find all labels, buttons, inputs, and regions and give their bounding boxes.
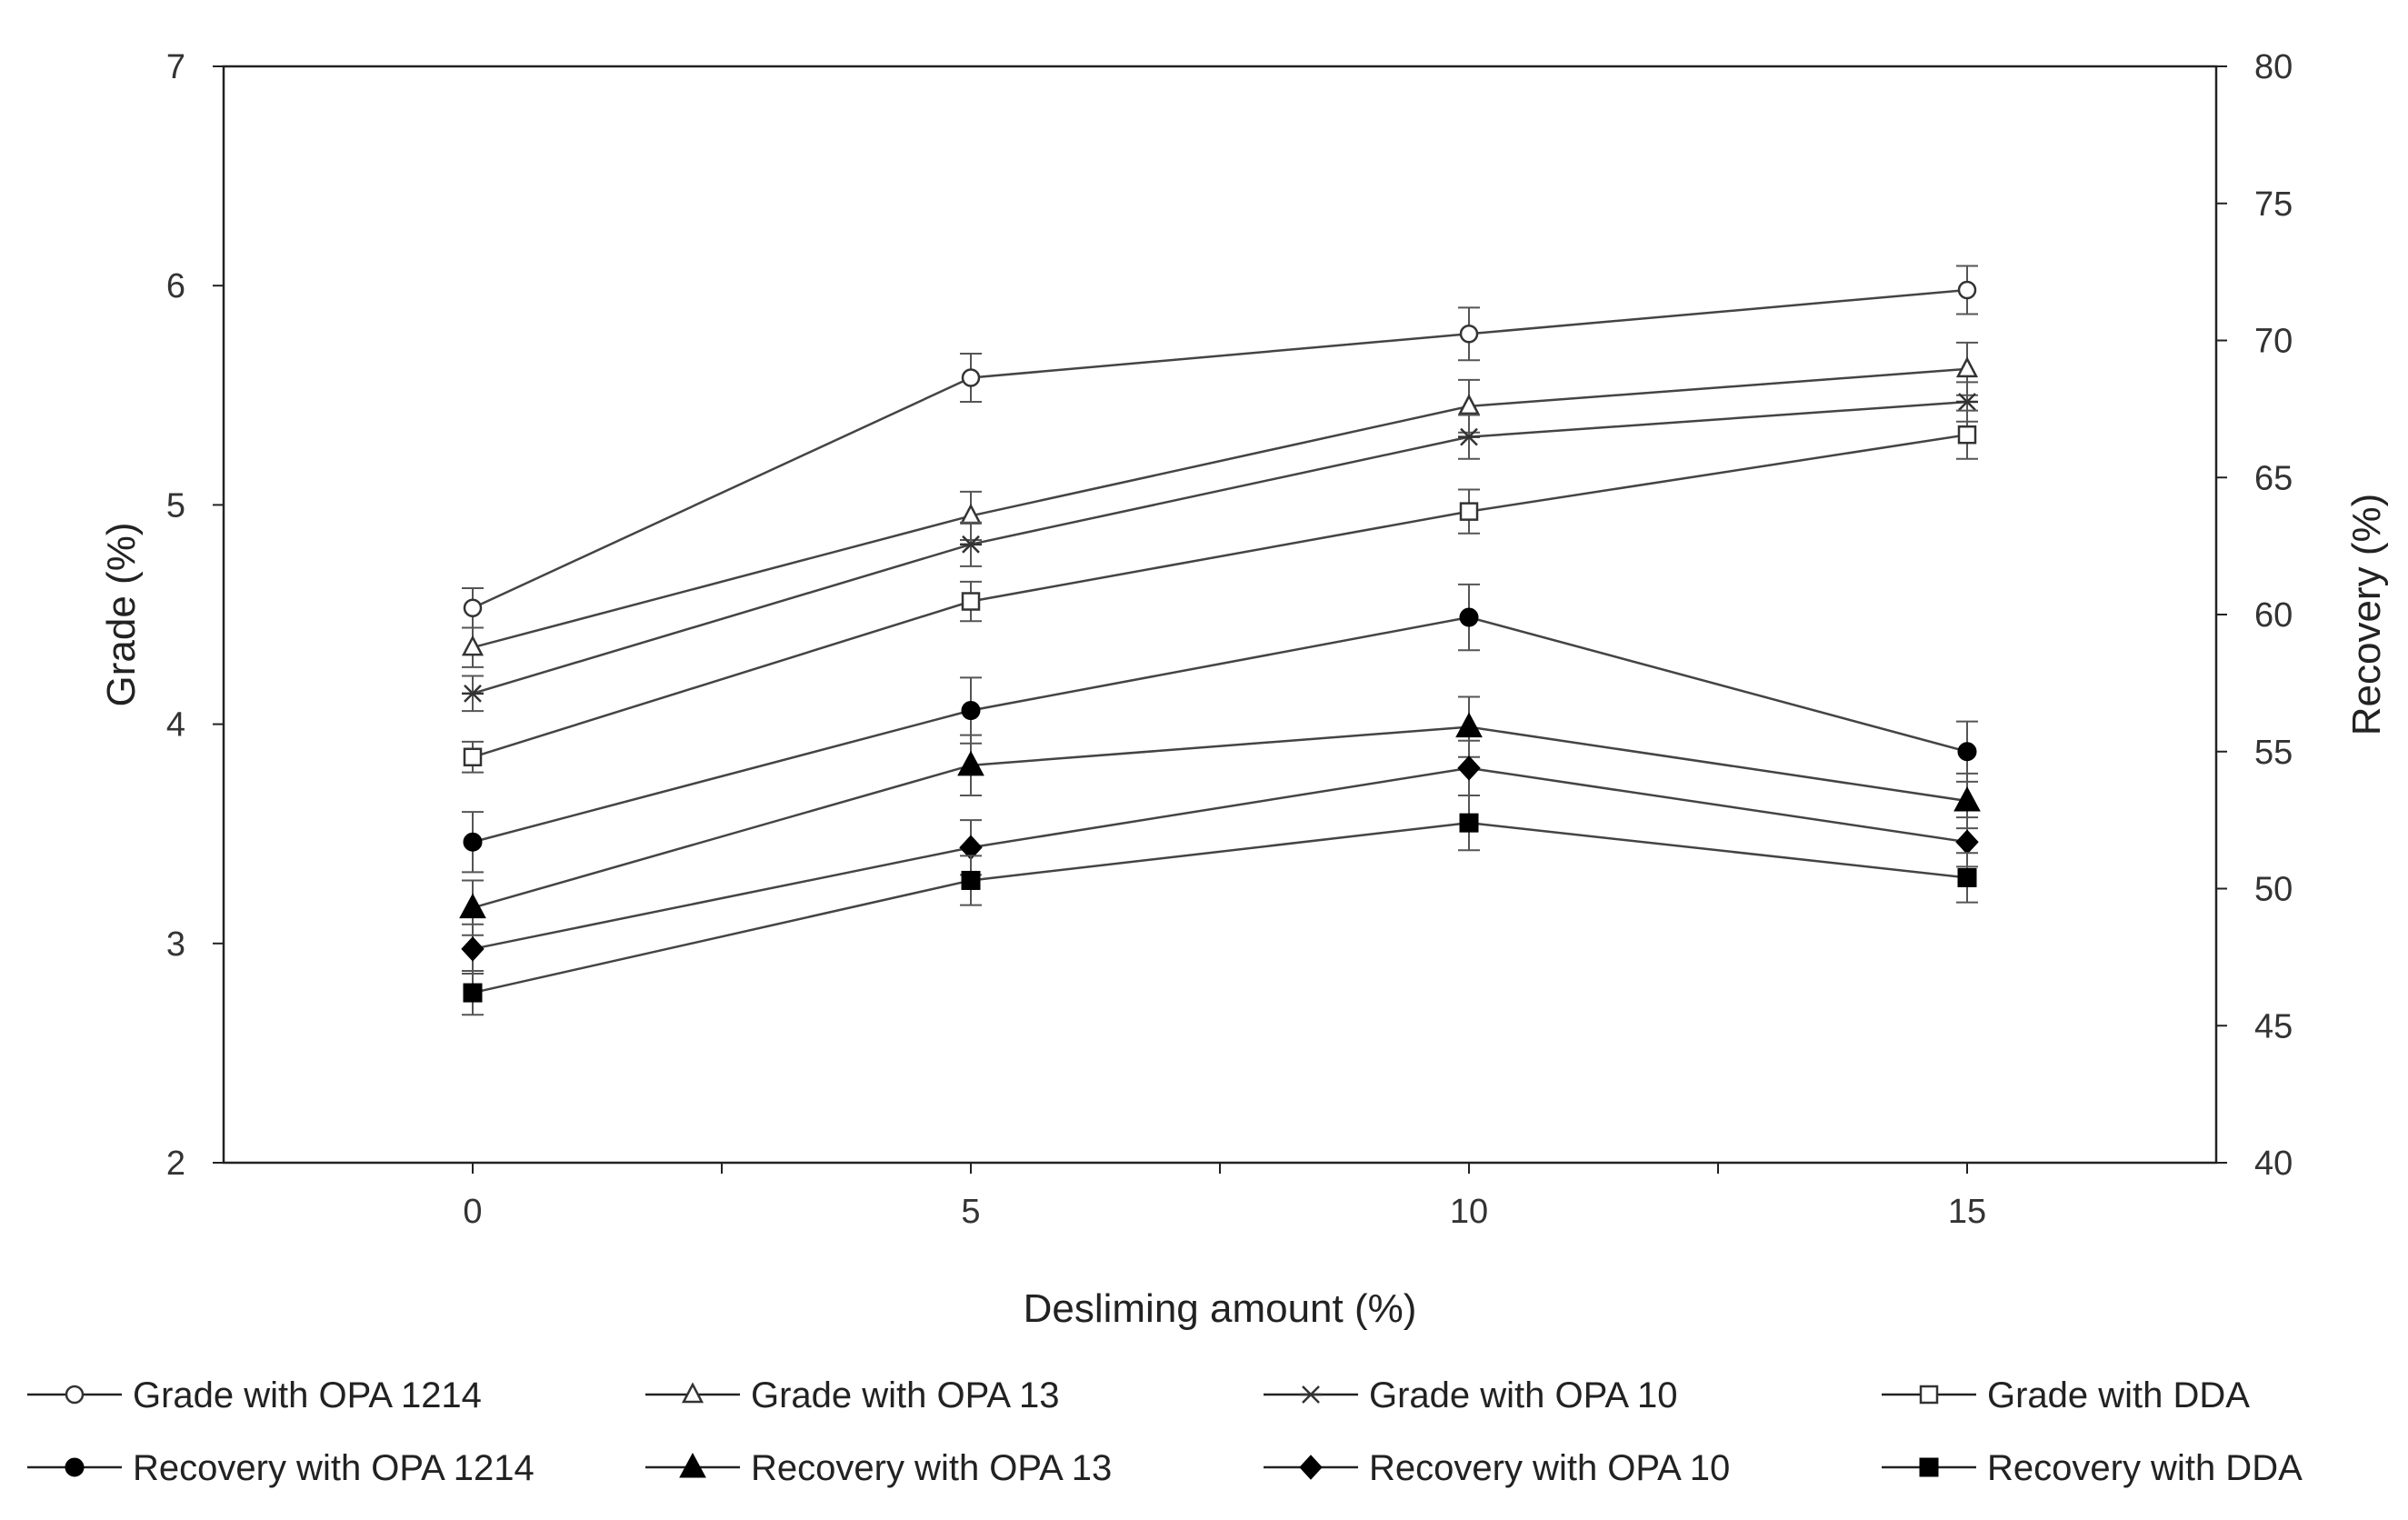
legend-label: Grade with OPA 1214 [133,1375,482,1415]
series-line [472,821,1968,995]
legend-marker [681,1382,704,1404]
y-tick-label: 4 [166,706,185,745]
legend-item: Grade with OPA 1214 [27,1375,482,1415]
legend-marker [65,1385,85,1405]
legend-item: Recovery with OPA 10 [1264,1448,1730,1488]
y2-axis-title: Recovery (%) [2344,494,2389,736]
legend-marker [1300,1385,1322,1404]
data-point [961,592,981,611]
data-point [1957,742,1977,762]
series-line [472,288,1968,609]
legend-marker [65,1457,85,1477]
series-line [472,725,1968,909]
data-point [461,936,485,962]
data-point [1459,813,1479,833]
data-point [961,701,981,721]
y2-tick-label: 70 [2254,323,2293,361]
y2-tick-label: 80 [2254,48,2293,86]
y2-tick-label: 60 [2254,596,2293,635]
series-line [472,433,1968,758]
legend-label: Recovery with OPA 10 [1369,1448,1730,1488]
legend-item: Recovery with DDA [1882,1448,2303,1488]
series-6 [459,695,1981,936]
data-point [1957,425,1977,445]
y-tick-label: 7 [166,48,185,86]
y-tick-label: 2 [166,1145,185,1183]
x-tick-label: 10 [1450,1193,1488,1231]
y-tick-label: 3 [166,925,185,964]
x-axis-title: Desliming amount (%) [1024,1286,1417,1331]
legend-marker [1299,1455,1323,1480]
data-point [459,893,486,919]
series-line [472,615,1968,844]
data-point [1955,829,1979,855]
data-point [462,684,484,703]
y2-tick-label: 45 [2254,1007,2293,1045]
data-point [1458,427,1480,446]
y2-tick-label: 75 [2254,185,2293,224]
series-4 [462,409,1978,774]
series-5 [462,583,1978,874]
data-point [1459,325,1479,344]
series-1 [462,265,1978,629]
data-point [463,598,483,618]
data-point [960,535,982,554]
y2-tick-label: 40 [2254,1145,2293,1183]
legend-item: Recovery with OPA 1214 [27,1448,535,1488]
legend-item: Grade with DDA [1882,1375,2250,1415]
x-tick-label: 15 [1948,1193,1986,1231]
data-point [1459,607,1479,627]
y2-tick-label: 65 [2254,459,2293,497]
legend-item: Grade with OPA 13 [645,1375,1059,1415]
data-point [463,747,483,767]
legend-label: Grade with OPA 10 [1369,1375,1677,1415]
x-tick-label: 0 [463,1193,482,1231]
data-point [1459,502,1479,521]
data-point [957,750,984,776]
data-point [1956,393,1978,411]
data-point [1957,867,1977,887]
series-7 [461,739,1979,975]
legend-label: Grade with DDA [1987,1375,2250,1415]
data-point [1455,712,1483,738]
data-point [1957,280,1977,300]
legend-marker [1919,1457,1939,1477]
series-8 [462,794,1978,1016]
data-point [1955,356,1979,378]
series-line [472,400,1968,695]
legend-label: Recovery with DDA [1987,1448,2303,1488]
y-axis-title: Grade (%) [99,523,144,707]
data-point [463,832,483,852]
data-point [961,368,981,387]
legend-marker [1919,1385,1939,1405]
plot-area [222,65,2218,1165]
legend-label: Recovery with OPA 13 [751,1448,1112,1488]
y-tick-label: 6 [166,267,185,305]
data-point [463,983,483,1003]
series-3 [462,381,1978,713]
legend-label: Grade with OPA 13 [751,1375,1059,1415]
data-point [461,635,485,656]
series-2 [461,341,1979,668]
data-point [1953,785,1981,812]
series-line [472,367,1968,649]
series-line [472,766,1968,951]
y2-tick-label: 55 [2254,734,2293,772]
legend-item: Grade with OPA 10 [1264,1375,1677,1415]
data-point [961,870,981,890]
legend-item: Recovery with OPA 13 [645,1448,1112,1488]
y-tick-label: 5 [166,486,185,525]
legend: Grade with OPA 1214 Grade with OPA 13 Grad… [27,1375,2303,1488]
data-point [1457,755,1481,781]
legend-label: Recovery with OPA 1214 [133,1448,535,1488]
x-tick-label: 5 [961,1193,980,1231]
y2-tick-label: 50 [2254,871,2293,909]
legend-marker [679,1452,706,1478]
data-point [1457,394,1481,415]
